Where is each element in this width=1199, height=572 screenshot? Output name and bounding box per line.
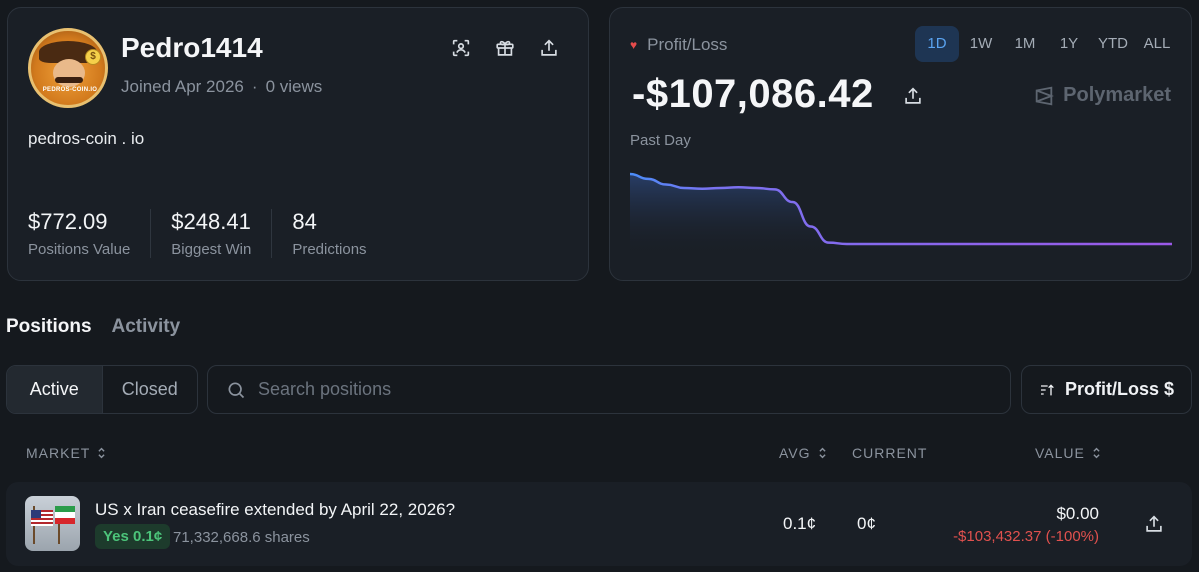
- scan-icon: [452, 39, 470, 57]
- stat-biggest-win: $248.41 Biggest Win: [171, 209, 273, 258]
- position-pnl: -$103,432.37 (-100%): [953, 528, 1099, 545]
- joined-line: Joined Apr 2026 · 0 views: [121, 77, 322, 97]
- iran-flag-icon: [55, 506, 75, 524]
- gift-button[interactable]: [494, 37, 516, 59]
- share-icon: [541, 39, 557, 56]
- period-label: Past Day: [630, 132, 691, 149]
- share-icon: [1146, 515, 1162, 532]
- status-segment: Active Closed: [6, 365, 198, 414]
- avatar-logo-text: PEDROS-COIN.IO: [42, 87, 98, 93]
- share-profile-button[interactable]: [538, 37, 560, 59]
- chart-line: [630, 172, 1172, 246]
- stat-value: 84: [292, 209, 317, 234]
- sort-icon: [1040, 383, 1054, 395]
- stat-predictions: 84 Predictions: [292, 209, 386, 258]
- outcome-badge: Yes 0.1¢: [95, 524, 171, 549]
- stat-label: Predictions: [292, 241, 367, 258]
- position-value: $0.00: [1056, 504, 1099, 523]
- pnl-value: -$107,086.42: [632, 72, 874, 116]
- header-market[interactable]: MARKET: [26, 445, 107, 461]
- sort-label: Profit/Loss $: [1064, 379, 1175, 399]
- stat-positions-value: $772.09 Positions Value: [28, 209, 152, 258]
- sort-button[interactable]: Profit/Loss $: [1021, 365, 1192, 414]
- header-current: CURRENT: [852, 445, 927, 461]
- share-position-button[interactable]: [1143, 513, 1165, 535]
- view-count: 0 views: [265, 77, 323, 96]
- polymarket-logo-icon: [1035, 86, 1055, 105]
- stat-label: Positions Value: [28, 241, 131, 258]
- table-row[interactable]: US x Iran ceasefire extended by April 22…: [6, 482, 1192, 566]
- joined-date: Joined Apr 2026: [121, 77, 244, 96]
- heart-icon: ♥: [630, 38, 638, 52]
- username: Pedro1414: [121, 32, 263, 63]
- range-ytd[interactable]: YTD: [1098, 35, 1128, 52]
- header-avg[interactable]: AVG: [779, 445, 828, 461]
- header-value[interactable]: VALUE: [1035, 445, 1102, 461]
- range-selector: 1D 1W 1M 1Y YTD ALL: [915, 26, 1179, 62]
- range-1w[interactable]: 1W: [969, 35, 993, 52]
- search-icon: [228, 382, 245, 398]
- stat-value: $248.41: [171, 209, 251, 234]
- sort-arrows-icon: [1093, 447, 1100, 459]
- bio: pedros-coin . io: [28, 129, 145, 148]
- share-pnl-button[interactable]: [902, 85, 924, 107]
- market-thumbnail: [25, 496, 80, 551]
- sort-arrows-icon: [818, 447, 826, 459]
- flag-pole: [58, 506, 60, 544]
- profile-tabs: Positions Activity: [6, 316, 200, 338]
- tab-positions[interactable]: Positions: [6, 316, 92, 337]
- header-market-label: MARKET: [26, 445, 91, 461]
- stats-row: $772.09 Positions Value $248.41 Biggest …: [28, 209, 407, 258]
- polymarket-brand: Polymarket: [1033, 84, 1171, 107]
- coin-icon: $: [85, 49, 101, 65]
- range-1d[interactable]: 1D: [915, 26, 959, 62]
- segment-active[interactable]: Active: [7, 366, 103, 413]
- segment-closed[interactable]: Closed: [121, 379, 178, 399]
- share-icon: [905, 87, 921, 104]
- header-value-label: VALUE: [1035, 445, 1085, 461]
- avatar[interactable]: $ PEDROS-COIN.IO: [28, 28, 108, 108]
- stat-label: Biggest Win: [171, 241, 252, 258]
- scan-button[interactable]: [450, 37, 472, 59]
- separator-dot: ·: [251, 77, 258, 96]
- range-1m[interactable]: 1M: [1014, 35, 1036, 52]
- current-price: 0¢: [857, 514, 876, 533]
- gift-icon: [496, 40, 514, 56]
- us-flag-icon: [31, 510, 53, 526]
- range-1y[interactable]: 1Y: [1059, 35, 1079, 52]
- profile-card: $ PEDROS-COIN.IO Pedro1414 Joined Apr 20…: [7, 7, 589, 281]
- pnl-card: ♥ Profit/Loss 1D 1W 1M 1Y YTD ALL -$107,…: [609, 7, 1192, 281]
- search-input[interactable]: [258, 379, 958, 400]
- range-all[interactable]: ALL: [1143, 35, 1171, 52]
- brand-name: Polymarket: [1063, 84, 1171, 106]
- mustache-graphic: [55, 77, 83, 83]
- market-title[interactable]: US x Iran ceasefire extended by April 22…: [95, 500, 456, 519]
- pnl-title: ♥ Profit/Loss: [630, 35, 727, 55]
- tab-activity[interactable]: Activity: [111, 316, 181, 337]
- shares-count: 71,332,668.6 shares: [173, 529, 310, 546]
- header-current-label: CURRENT: [852, 445, 928, 461]
- sort-arrows-icon: [98, 447, 105, 459]
- hat-graphic: [39, 41, 97, 63]
- stat-value: $772.09: [28, 209, 108, 234]
- pnl-title-label: Profit/Loss: [647, 35, 728, 54]
- pnl-chart: [630, 172, 1172, 258]
- header-avg-label: AVG: [779, 445, 811, 461]
- search-box: [207, 365, 1011, 414]
- chart-area: [630, 174, 1172, 258]
- avg-price: 0.1¢: [783, 514, 817, 533]
